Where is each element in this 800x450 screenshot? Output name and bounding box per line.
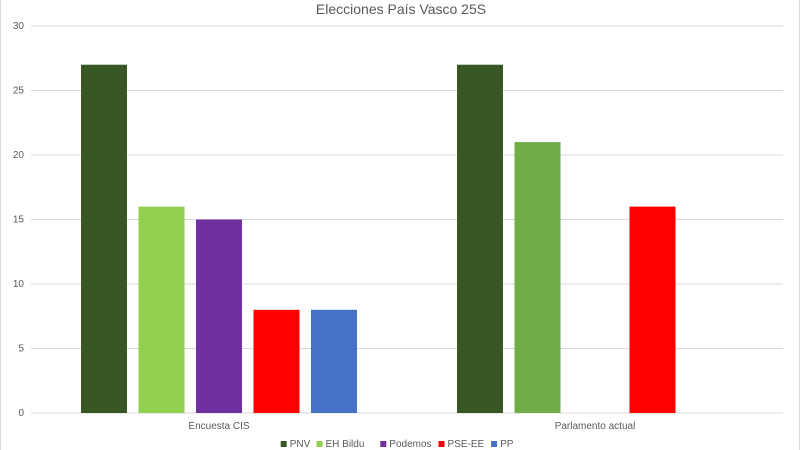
y-tick-label: 30 <box>13 21 25 32</box>
bar-pnv-1 <box>457 64 503 413</box>
y-tick-label: 0 <box>18 408 24 419</box>
x-category-label: Parlamento actual <box>555 421 636 432</box>
legend-swatch <box>280 441 287 447</box>
y-tick-label: 20 <box>13 150 25 161</box>
legend-swatch <box>316 441 323 447</box>
x-category-label: Encuesta CIS <box>188 421 249 432</box>
legend-swatch <box>491 441 498 447</box>
y-tick-label: 5 <box>18 344 24 355</box>
y-tick-label: 15 <box>13 215 25 226</box>
y-tick-label: 10 <box>13 279 25 290</box>
legend-label: PP <box>500 439 514 450</box>
y-tick-label: 25 <box>13 86 25 97</box>
chart-title: Elecciones País Vasco 25S <box>316 1 486 17</box>
bar-podemos-0 <box>196 219 242 413</box>
legend-swatch <box>380 441 387 447</box>
legend-label: Podemos <box>389 439 431 450</box>
y-axis-ticks: 0 5 10 15 20 25 30 <box>13 21 25 419</box>
bar-pse-ee-1 <box>629 206 676 413</box>
legend: PNV EH Bildu Podemos PSE-EE PP <box>280 439 514 450</box>
bars <box>81 64 676 413</box>
legend-label: EH Bildu <box>326 439 365 450</box>
x-axis-categories: Encuesta CIS Parlamento actual <box>188 421 635 432</box>
bar-pnv-0 <box>81 64 127 413</box>
legend-label: PSE-EE <box>448 439 485 450</box>
bar-eh-bildu-1 <box>514 142 561 413</box>
legend-label: PNV <box>290 439 311 450</box>
legend-swatch <box>438 441 445 447</box>
bar-pp-0 <box>311 309 357 413</box>
bar-pse-ee-0 <box>253 309 300 413</box>
bar-eh-bildu-0 <box>138 206 185 413</box>
